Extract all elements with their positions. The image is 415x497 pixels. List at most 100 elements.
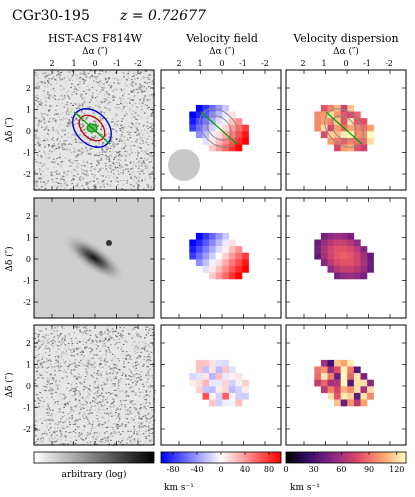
- noise-pixel: [129, 99, 131, 101]
- noise-pixel: [108, 325, 111, 327]
- noise-pixel: [68, 413, 70, 416]
- map-pixel: [209, 265, 216, 273]
- noise-pixel: [82, 124, 84, 127]
- noise-pixel: [140, 407, 142, 409]
- noise-pixel: [81, 438, 83, 440]
- noise-pixel: [133, 179, 135, 181]
- noise-pixel: [138, 85, 141, 88]
- noise-pixel: [54, 380, 57, 382]
- noise-pixel: [106, 431, 108, 433]
- noise-pixel: [57, 400, 59, 403]
- noise-pixel: [87, 360, 90, 362]
- noise-pixel: [143, 356, 146, 358]
- noise-pixel: [55, 178, 57, 180]
- noise-pixel: [66, 184, 68, 186]
- noise-pixel: [105, 371, 107, 373]
- map-pixel: [347, 246, 355, 253]
- noise-pixel: [123, 360, 125, 363]
- noise-pixel: [39, 81, 41, 83]
- noise-pixel: [69, 165, 72, 167]
- noise-pixel: [49, 389, 52, 391]
- noise-pixel: [127, 368, 129, 371]
- noise-pixel: [56, 424, 59, 426]
- noise-pixel: [126, 392, 128, 394]
- noise-pixel: [36, 374, 38, 376]
- noise-pixel: [74, 74, 77, 76]
- noise-pixel: [122, 72, 125, 74]
- map-pixel: [340, 399, 348, 407]
- noise-pixel: [39, 144, 41, 146]
- noise-pixel: [98, 425, 101, 427]
- noise-pixel: [54, 374, 56, 376]
- noise-pixel: [59, 78, 61, 80]
- noise-pixel: [134, 83, 137, 85]
- noise-pixel: [124, 374, 127, 376]
- noise-pixel: [151, 143, 154, 145]
- noise-pixel: [70, 371, 72, 373]
- noise-pixel: [145, 104, 148, 106]
- noise-pixel: [138, 425, 141, 427]
- noise-pixel: [39, 99, 42, 101]
- noise-pixel: [57, 423, 60, 425]
- noise-pixel: [85, 118, 88, 120]
- noise-pixel: [139, 391, 142, 393]
- noise-pixel: [106, 401, 109, 403]
- noise-pixel: [145, 390, 147, 392]
- noise-pixel: [49, 174, 52, 176]
- noise-pixel: [81, 111, 83, 113]
- noise-pixel: [40, 104, 42, 106]
- noise-pixel: [57, 411, 59, 413]
- noise-pixel: [83, 90, 85, 92]
- map-pixel: [222, 246, 230, 253]
- noise-pixel: [146, 358, 149, 360]
- noise-pixel: [118, 140, 120, 142]
- map-pixel: [347, 239, 355, 247]
- noise-pixel: [141, 179, 143, 181]
- noise-pixel: [38, 121, 41, 123]
- noise-pixel: [51, 344, 53, 346]
- noise-pixel: [40, 112, 42, 114]
- map-pixel: [242, 265, 249, 273]
- noise-pixel: [148, 435, 150, 437]
- noise-pixel: [42, 181, 45, 183]
- noise-pixel: [117, 415, 120, 418]
- noise-pixel: [47, 335, 49, 337]
- noise-pixel: [118, 164, 121, 167]
- noise-pixel: [72, 91, 75, 93]
- map-pixel: [235, 392, 243, 400]
- noise-pixel: [102, 354, 104, 356]
- noise-pixel: [132, 388, 134, 391]
- noise-pixel: [129, 406, 132, 409]
- noise-pixel: [115, 138, 118, 140]
- noise-pixel: [132, 115, 134, 117]
- noise-pixel: [65, 350, 68, 352]
- noise-pixel: [58, 73, 60, 76]
- map-pixel: [228, 259, 236, 267]
- noise-pixel: [80, 94, 82, 96]
- noise-pixel: [44, 187, 47, 189]
- noise-pixel: [66, 75, 69, 77]
- noise-pixel: [79, 134, 81, 136]
- panel-frame: [285, 324, 407, 446]
- noise-pixel: [137, 91, 140, 93]
- noise-pixel: [34, 420, 37, 422]
- noise-pixel: [111, 328, 114, 330]
- noise-pixel: [93, 354, 95, 356]
- noise-pixel: [79, 434, 82, 436]
- noise-pixel: [46, 419, 48, 421]
- column-title-velocity-dispersion: Velocity dispersion: [292, 32, 398, 45]
- noise-pixel: [94, 97, 97, 99]
- noise-pixel: [147, 154, 150, 156]
- noise-pixel: [57, 358, 59, 360]
- colorbar-dispersion-bar: [285, 451, 407, 464]
- noise-pixel: [113, 363, 115, 365]
- panel-residual-dispersion: [285, 324, 407, 446]
- noise-pixel: [147, 370, 150, 372]
- noise-pixel: [62, 411, 65, 413]
- map-pixel: [202, 104, 210, 112]
- noise-pixel: [103, 404, 106, 406]
- noise-pixel: [58, 117, 61, 119]
- noise-pixel: [84, 71, 86, 73]
- noise-pixel: [113, 145, 116, 148]
- noise-pixel: [116, 70, 118, 72]
